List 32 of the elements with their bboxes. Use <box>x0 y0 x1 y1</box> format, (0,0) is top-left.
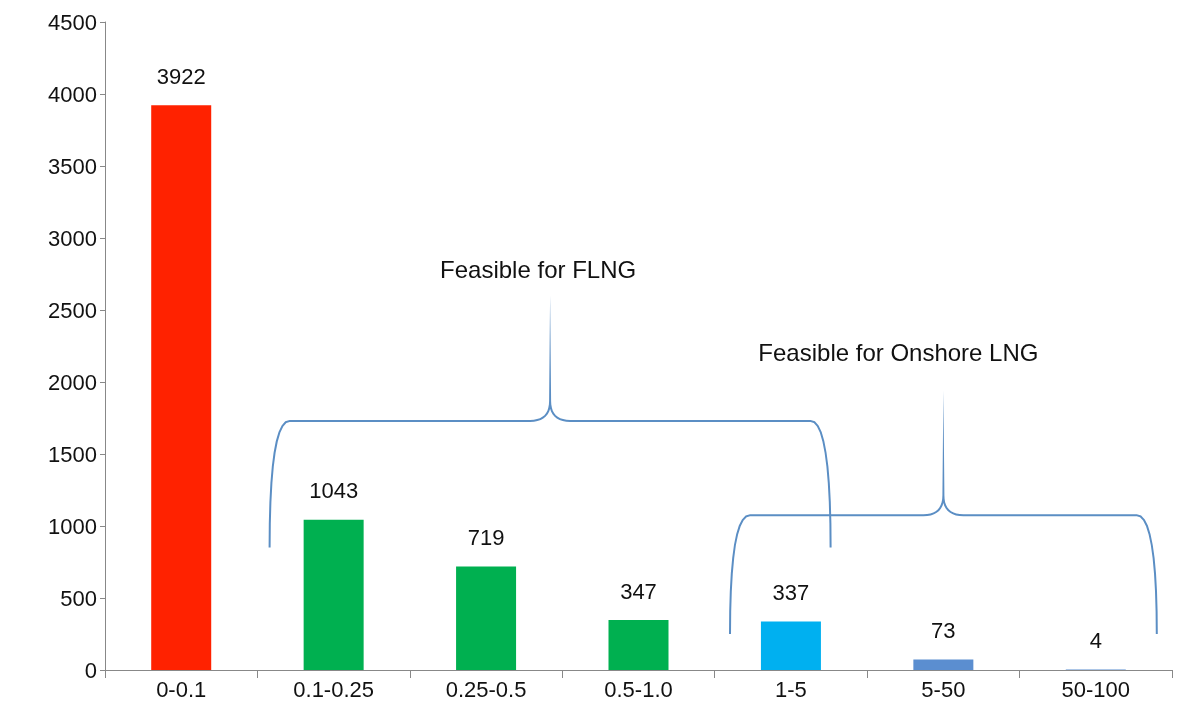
bar <box>760 621 821 670</box>
y-tick-label: 3000 <box>48 225 97 251</box>
data-label: 73 <box>931 617 956 643</box>
y-tick-label: 2500 <box>48 297 97 323</box>
x-tick-label: 0.25-0.5 <box>445 676 527 702</box>
x-tick-label: 0-0.1 <box>156 676 207 702</box>
y-tick-label: 1000 <box>48 513 97 539</box>
bar <box>608 620 669 670</box>
y-tick-label: 4500 <box>48 9 97 35</box>
y-tick-label: 0 <box>84 657 97 683</box>
x-tick-label: 5-50 <box>921 676 966 702</box>
data-label: 719 <box>467 524 505 550</box>
data-label: 347 <box>620 578 657 604</box>
annotation: Feasible for Onshore LNG <box>758 338 1039 367</box>
data-label: 337 <box>772 579 810 605</box>
y-tick-label: 1500 <box>48 441 97 467</box>
annotation: Feasible for FLNG <box>440 255 637 284</box>
y-tick-label: 3500 <box>48 153 97 179</box>
data-label: 3922 <box>156 63 206 89</box>
bar <box>913 659 974 670</box>
bar <box>456 566 517 670</box>
y-tick-label: 500 <box>60 585 97 611</box>
x-tick-label: 1-5 <box>775 676 807 702</box>
y-tick-label: 4000 <box>48 81 97 107</box>
x-tick-label: 0.5-1.0 <box>604 676 673 702</box>
x-tick-label: 50-100 <box>1061 676 1131 702</box>
x-tick-label: 0.1-0.25 <box>293 676 375 702</box>
bar <box>303 519 364 670</box>
bar <box>151 105 212 670</box>
data-label: 4 <box>1089 627 1102 653</box>
y-tick-label: 2000 <box>48 369 97 395</box>
data-label: 1043 <box>309 478 359 504</box>
